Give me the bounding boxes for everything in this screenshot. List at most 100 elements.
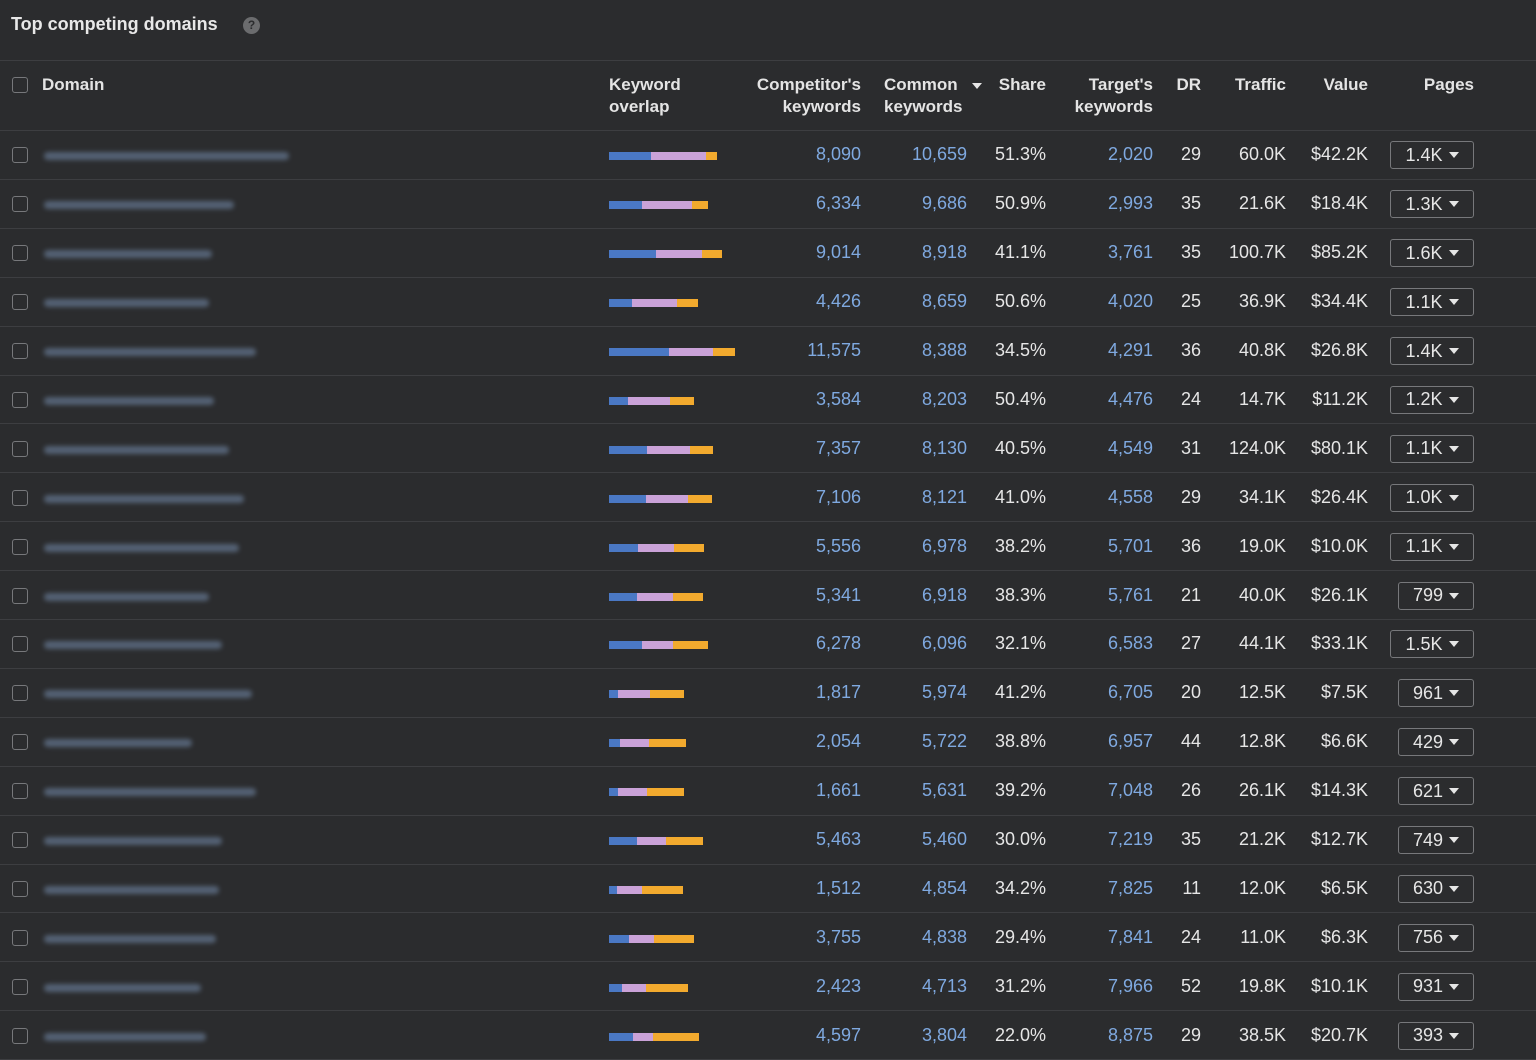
target-cell[interactable]: 2,020: [1107, 144, 1153, 165]
common-cell[interactable]: 6,918: [921, 584, 967, 605]
target-cell[interactable]: 4,291: [1107, 340, 1153, 361]
competitor-cell[interactable]: 2,054: [815, 731, 861, 752]
pages-dropdown[interactable]: 1.4K: [1390, 337, 1474, 366]
competitor-cell[interactable]: 9,014: [815, 242, 861, 263]
target-cell[interactable]: 2,993: [1107, 193, 1153, 214]
target-cell[interactable]: 7,219: [1107, 829, 1153, 850]
common-cell[interactable]: 10,659: [911, 144, 967, 165]
target-cell[interactable]: 6,583: [1107, 633, 1153, 654]
common-cell[interactable]: 5,631: [921, 780, 967, 801]
common-cell[interactable]: 4,713: [921, 975, 967, 996]
competitor-cell[interactable]: 3,584: [815, 388, 861, 409]
row-checkbox[interactable]: [12, 832, 28, 849]
common-cell[interactable]: 4,854: [921, 877, 967, 898]
target-cell[interactable]: 7,841: [1107, 926, 1153, 947]
common-cell[interactable]: 8,130: [921, 437, 967, 458]
pages-dropdown[interactable]: 961: [1398, 679, 1474, 708]
row-checkbox[interactable]: [12, 391, 28, 408]
domain-header[interactable]: Domain: [42, 75, 105, 94]
target-cell[interactable]: 7,966: [1107, 975, 1153, 996]
pages-dropdown[interactable]: 931: [1398, 972, 1474, 1001]
competitor-cell[interactable]: 7,357: [815, 437, 861, 458]
dr-header[interactable]: DR: [1176, 75, 1201, 94]
competitor-cell[interactable]: 1,512: [815, 877, 861, 898]
traffic-header[interactable]: Traffic: [1234, 75, 1286, 94]
common-cell[interactable]: 4,838: [921, 926, 967, 947]
competitor-cell[interactable]: 5,463: [815, 829, 861, 850]
pages-dropdown[interactable]: 1.5K: [1390, 630, 1474, 659]
pages-dropdown[interactable]: 749: [1398, 826, 1474, 855]
competitor-cell[interactable]: 2,423: [815, 975, 861, 996]
target-cell[interactable]: 3,761: [1107, 242, 1153, 263]
competitor-cell[interactable]: 11,575: [807, 340, 861, 361]
row-checkbox[interactable]: [12, 196, 28, 213]
competitor-cell[interactable]: 6,278: [815, 633, 861, 654]
pages-dropdown[interactable]: 1.6K: [1390, 239, 1474, 268]
row-checkbox[interactable]: [12, 538, 28, 555]
target-cell[interactable]: 4,558: [1107, 486, 1153, 507]
share-header[interactable]: Share: [998, 75, 1046, 94]
common-cell[interactable]: 6,096: [921, 633, 967, 654]
target-cell[interactable]: 6,957: [1107, 731, 1153, 752]
overlap-header[interactable]: Keyword overlap: [609, 75, 681, 116]
competitor-cell[interactable]: 5,556: [815, 535, 861, 556]
row-checkbox[interactable]: [12, 1027, 28, 1044]
common-cell[interactable]: 6,978: [921, 535, 967, 556]
target-header[interactable]: Target's keywords: [1074, 75, 1153, 116]
pages-dropdown[interactable]: 1.4K: [1390, 141, 1474, 170]
value-header[interactable]: Value: [1323, 75, 1368, 94]
row-checkbox[interactable]: [12, 929, 28, 946]
select-all-checkbox[interactable]: [12, 77, 28, 93]
competitor-cell[interactable]: 8,090: [815, 144, 861, 165]
target-cell[interactable]: 4,476: [1107, 388, 1153, 409]
common-cell[interactable]: 9,686: [921, 193, 967, 214]
pages-header[interactable]: Pages: [1423, 75, 1474, 94]
pages-dropdown[interactable]: 393: [1398, 1021, 1474, 1050]
pages-dropdown[interactable]: 799: [1398, 581, 1474, 610]
pages-dropdown[interactable]: 1.2K: [1390, 385, 1474, 414]
help-icon[interactable]: ?: [243, 17, 260, 34]
row-checkbox[interactable]: [12, 587, 28, 604]
row-checkbox[interactable]: [12, 880, 28, 897]
target-cell[interactable]: 7,048: [1107, 780, 1153, 801]
common-cell[interactable]: 5,974: [921, 682, 967, 703]
row-checkbox[interactable]: [12, 734, 28, 751]
row-checkbox[interactable]: [12, 245, 28, 262]
row-checkbox[interactable]: [12, 343, 28, 360]
common-cell[interactable]: 5,722: [921, 731, 967, 752]
target-cell[interactable]: 5,761: [1107, 584, 1153, 605]
common-cell[interactable]: 5,460: [921, 829, 967, 850]
common-cell[interactable]: 8,388: [921, 340, 967, 361]
common-cell[interactable]: 3,804: [921, 1024, 967, 1045]
common-cell[interactable]: 8,203: [921, 388, 967, 409]
common-cell[interactable]: 8,659: [921, 291, 967, 312]
competitor-cell[interactable]: 3,755: [815, 926, 861, 947]
pages-dropdown[interactable]: 1.1K: [1390, 434, 1474, 463]
row-checkbox[interactable]: [12, 978, 28, 995]
competitor-cell[interactable]: 7,106: [815, 486, 861, 507]
common-header[interactable]: Common keywords: [884, 74, 969, 118]
target-cell[interactable]: 4,020: [1107, 291, 1153, 312]
row-checkbox[interactable]: [12, 685, 28, 702]
pages-dropdown[interactable]: 1.0K: [1390, 483, 1474, 512]
competitor-cell[interactable]: 1,661: [815, 780, 861, 801]
pages-dropdown[interactable]: 756: [1398, 923, 1474, 952]
competitor-header[interactable]: Competitor's keywords: [756, 75, 861, 116]
row-checkbox[interactable]: [12, 783, 28, 800]
target-cell[interactable]: 8,875: [1107, 1024, 1153, 1045]
row-checkbox[interactable]: [12, 294, 28, 311]
row-checkbox[interactable]: [12, 147, 28, 164]
pages-dropdown[interactable]: 621: [1398, 777, 1474, 806]
competitor-cell[interactable]: 6,334: [815, 193, 861, 214]
pages-dropdown[interactable]: 1.1K: [1390, 288, 1474, 317]
competitor-cell[interactable]: 4,597: [815, 1024, 861, 1045]
target-cell[interactable]: 6,705: [1107, 682, 1153, 703]
competitor-cell[interactable]: 5,341: [815, 584, 861, 605]
target-cell[interactable]: 5,701: [1107, 535, 1153, 556]
pages-dropdown[interactable]: 630: [1398, 874, 1474, 903]
target-cell[interactable]: 4,549: [1107, 437, 1153, 458]
row-checkbox[interactable]: [12, 440, 28, 457]
target-cell[interactable]: 7,825: [1107, 877, 1153, 898]
pages-dropdown[interactable]: 1.1K: [1390, 532, 1474, 561]
pages-dropdown[interactable]: 429: [1398, 728, 1474, 757]
